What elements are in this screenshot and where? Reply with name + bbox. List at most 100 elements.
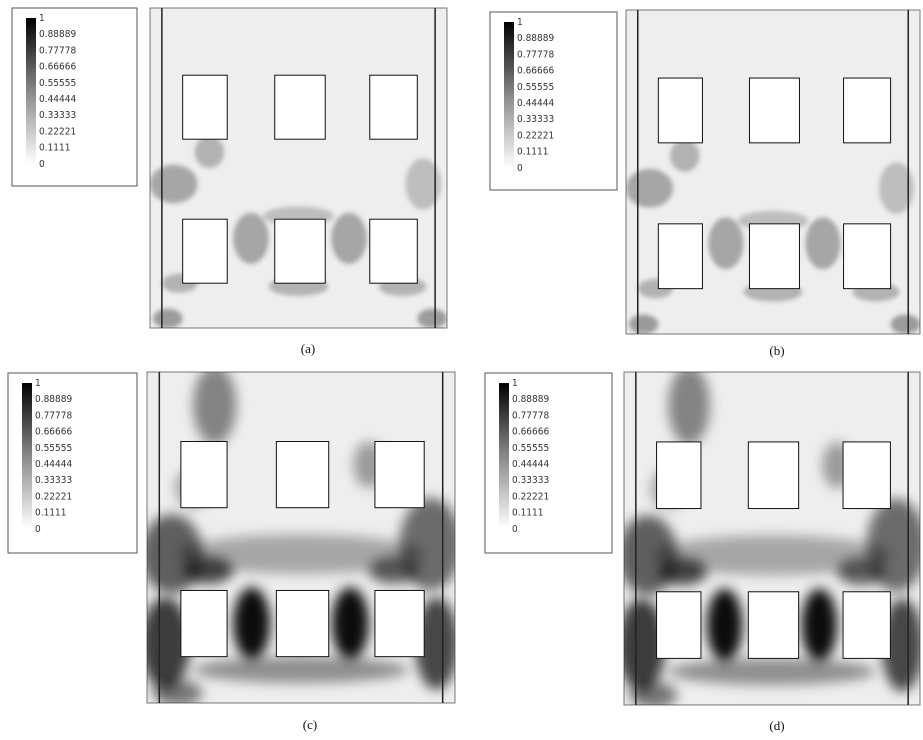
legend-label: 0.55555 [517,82,554,93]
window [182,218,228,284]
legend-label: 0.88889 [39,29,76,40]
damage-blob [183,557,234,584]
damage-blob [878,162,915,215]
legend-label: 0 [35,524,41,535]
damage-blob [150,164,198,204]
caption: (c) [303,717,317,732]
window [748,223,800,290]
legend-label: 0.1111 [512,508,543,519]
legend-label: 1 [512,378,518,389]
legend-label: 1 [517,17,523,28]
damage-blob [629,681,678,705]
damage-blob [837,558,885,586]
window [842,591,891,659]
legend-label: 0.77778 [512,410,549,421]
legend-label: 0.1111 [517,147,548,158]
color-bar [22,383,32,529]
window [656,441,702,510]
window [747,591,800,659]
panel: 1 0.88889 0.77778 0.66666 0.55555 0.44444 0.33… [484,371,921,733]
damage-blob [668,372,710,446]
window [843,77,892,144]
damage-field [150,136,447,328]
damage-blob [706,588,743,662]
damage-blob [881,598,920,692]
legend-label: 1 [39,13,45,24]
legend-label: 0.33333 [39,110,76,121]
damage-blob [331,587,369,660]
legend-label: 0.66666 [39,62,76,73]
legend-label: 0.88889 [35,394,72,405]
legend-label: 0.88889 [512,394,549,405]
damage-blob [626,168,674,208]
legend-label: 0.44444 [517,98,554,109]
legend-label: 0.55555 [512,443,549,454]
legend-label: 0.44444 [39,94,76,105]
panel: 1 0.88889 0.77778 0.66666 0.55555 0.44444 0.33… [489,9,921,358]
panel: 1 0.88889 0.77778 0.66666 0.55555 0.44444 0.33… [7,371,456,732]
window [274,74,326,140]
damage-blob [653,535,891,576]
window [657,77,703,144]
legend-label: 0.1111 [39,143,70,154]
damage-blob [668,658,876,686]
window [180,441,228,509]
color-bar [499,383,509,529]
window [843,223,892,290]
damage-blob [801,588,838,662]
window [275,589,330,658]
legend-label: 0.55555 [35,443,72,454]
window [182,74,228,140]
window [374,589,425,658]
damage-blob [368,557,419,584]
damage-blob [805,217,841,270]
legend-label: 0.66666 [35,427,72,438]
legend-label: 0.55555 [39,78,76,89]
color-bar [26,18,36,164]
legend-label: 0.1111 [35,508,66,519]
damage-blob [177,534,425,574]
damage-blob [670,139,700,172]
caption: (b) [769,343,784,358]
color-bar [504,22,514,168]
legend-label: 0.33333 [517,114,554,125]
legend-label: 0.44444 [35,459,72,470]
window [180,589,228,658]
window [842,441,891,510]
legend-label: 0 [39,159,45,170]
legend-label: 0.88889 [517,33,554,44]
legend-label: 0 [517,163,523,174]
damage-blob [890,314,920,334]
panel: 1 0.88889 0.77778 0.66666 0.55555 0.44444 0.33… [11,7,448,356]
damage-blob [405,158,442,210]
legend-label: 0.77778 [39,45,76,56]
window [275,441,330,509]
window [748,77,800,144]
window [369,74,418,140]
damage-blob [194,136,225,168]
caption: (a) [301,341,315,356]
damage-blob [153,679,203,703]
legend-label: 0.77778 [517,49,554,60]
damage-blob [417,308,447,328]
legend-label: 0.33333 [512,475,549,486]
legend-label: 0.66666 [517,66,554,77]
legend-label: 1 [35,378,41,389]
damage-field [147,372,455,703]
caption: (d) [769,718,784,733]
window [747,441,800,510]
legend-label: 0.44444 [512,459,549,470]
damage-blob [147,597,191,690]
window [274,218,326,284]
window [374,441,425,509]
damage-blob [152,308,183,328]
legend-label: 0.66666 [512,427,549,438]
damage-blob [193,656,409,684]
window [656,591,702,659]
damage-blob [708,217,744,270]
legend-label: 0.22221 [512,491,549,502]
damage-blob [233,587,271,660]
damage-blob [414,597,455,690]
legend-label: 0.22221 [517,130,554,141]
window [657,223,703,290]
